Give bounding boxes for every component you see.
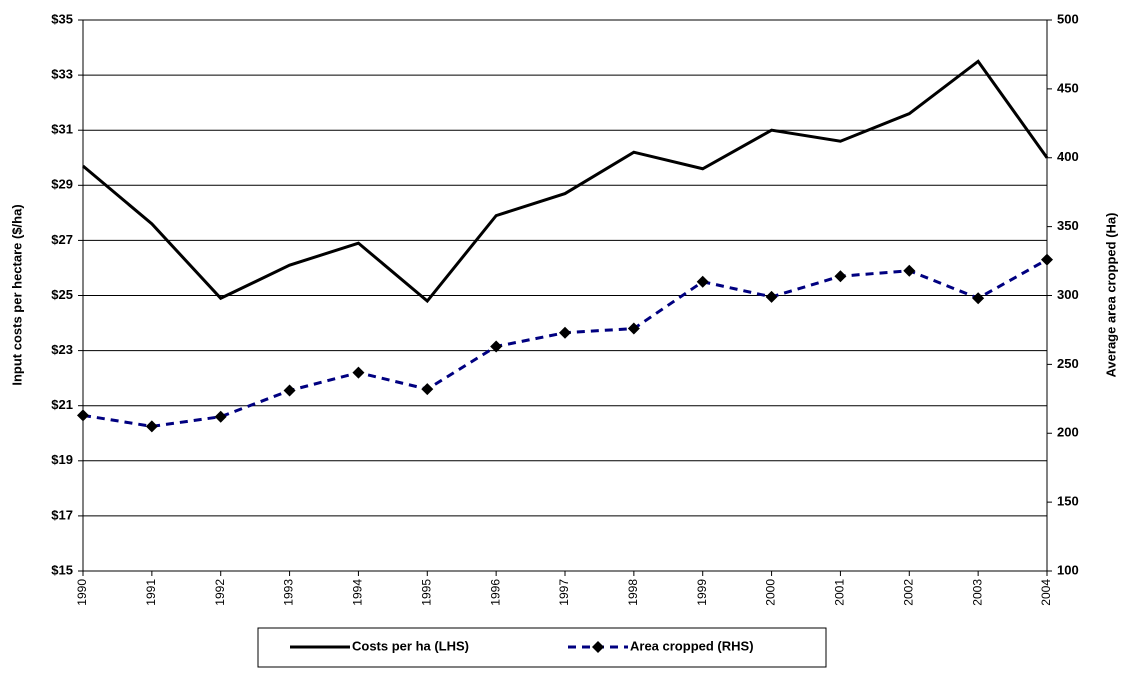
y-tick-label: $23 — [51, 342, 73, 357]
point — [627, 322, 640, 335]
point — [696, 275, 709, 288]
x-tick-label: 1996 — [488, 579, 502, 606]
x-tick-label: 1992 — [213, 579, 227, 606]
point — [972, 292, 985, 305]
point — [559, 326, 571, 339]
x-tick-label: 2001 — [833, 579, 847, 606]
y2-axis-title: Average area cropped (Ha) — [1103, 213, 1118, 378]
point — [352, 366, 365, 379]
point — [1041, 253, 1053, 266]
x-tick-label: 1995 — [419, 579, 433, 606]
y-tick-label: $29 — [51, 177, 73, 192]
legend-label: Area cropped (RHS) — [630, 638, 754, 653]
x-tick-label: 2002 — [901, 579, 915, 606]
x-tick-label: 1999 — [695, 579, 709, 606]
y-tick-label: $17 — [51, 507, 73, 522]
y2-tick-label: 300 — [1057, 287, 1079, 302]
point — [145, 420, 158, 433]
y-tick-label: $27 — [51, 232, 73, 247]
x-tick-label: 1994 — [351, 579, 365, 606]
legend-marker — [592, 641, 604, 653]
y-tick-label: $33 — [51, 67, 73, 82]
point — [490, 340, 503, 353]
y2-tick-label: 250 — [1057, 356, 1079, 371]
y2-tick-label: 100 — [1057, 562, 1079, 577]
x-tick-label: 1993 — [282, 579, 296, 606]
x-tick-label: 1997 — [557, 579, 571, 606]
y-tick-label: $19 — [51, 452, 73, 467]
y2-tick-label: 450 — [1057, 80, 1079, 95]
point — [765, 290, 778, 303]
y-tick-label: $35 — [51, 11, 73, 26]
x-tick-label: 2004 — [1039, 579, 1053, 606]
point — [283, 384, 296, 397]
y-tick-label: $31 — [51, 122, 73, 137]
point — [834, 270, 847, 283]
y2-tick-label: 150 — [1057, 494, 1079, 509]
x-tick-label: 1990 — [75, 579, 89, 606]
x-tick-label: 1991 — [144, 579, 158, 606]
series-line — [82, 258, 1048, 428]
x-tick-label: 2003 — [970, 579, 984, 606]
x-tick-label: 2000 — [764, 579, 778, 606]
y-axis-title: Input costs per hectare ($/ha) — [9, 204, 24, 385]
legend-label: Costs per ha (LHS) — [352, 638, 469, 653]
y-tick-label: $15 — [51, 562, 73, 577]
y2-tick-label: 500 — [1057, 11, 1079, 26]
legend — [257, 627, 827, 668]
point — [903, 264, 916, 277]
point — [214, 410, 227, 423]
point — [77, 409, 89, 422]
x-tick-label: 1998 — [626, 579, 640, 606]
point — [421, 383, 434, 396]
y2-tick-label: 400 — [1057, 149, 1079, 164]
y-tick-label: $25 — [51, 287, 73, 302]
y2-tick-label: 200 — [1057, 425, 1079, 440]
series-line — [82, 59, 1049, 304]
y-tick-label: $21 — [51, 397, 73, 412]
y2-tick-label: 350 — [1057, 218, 1079, 233]
